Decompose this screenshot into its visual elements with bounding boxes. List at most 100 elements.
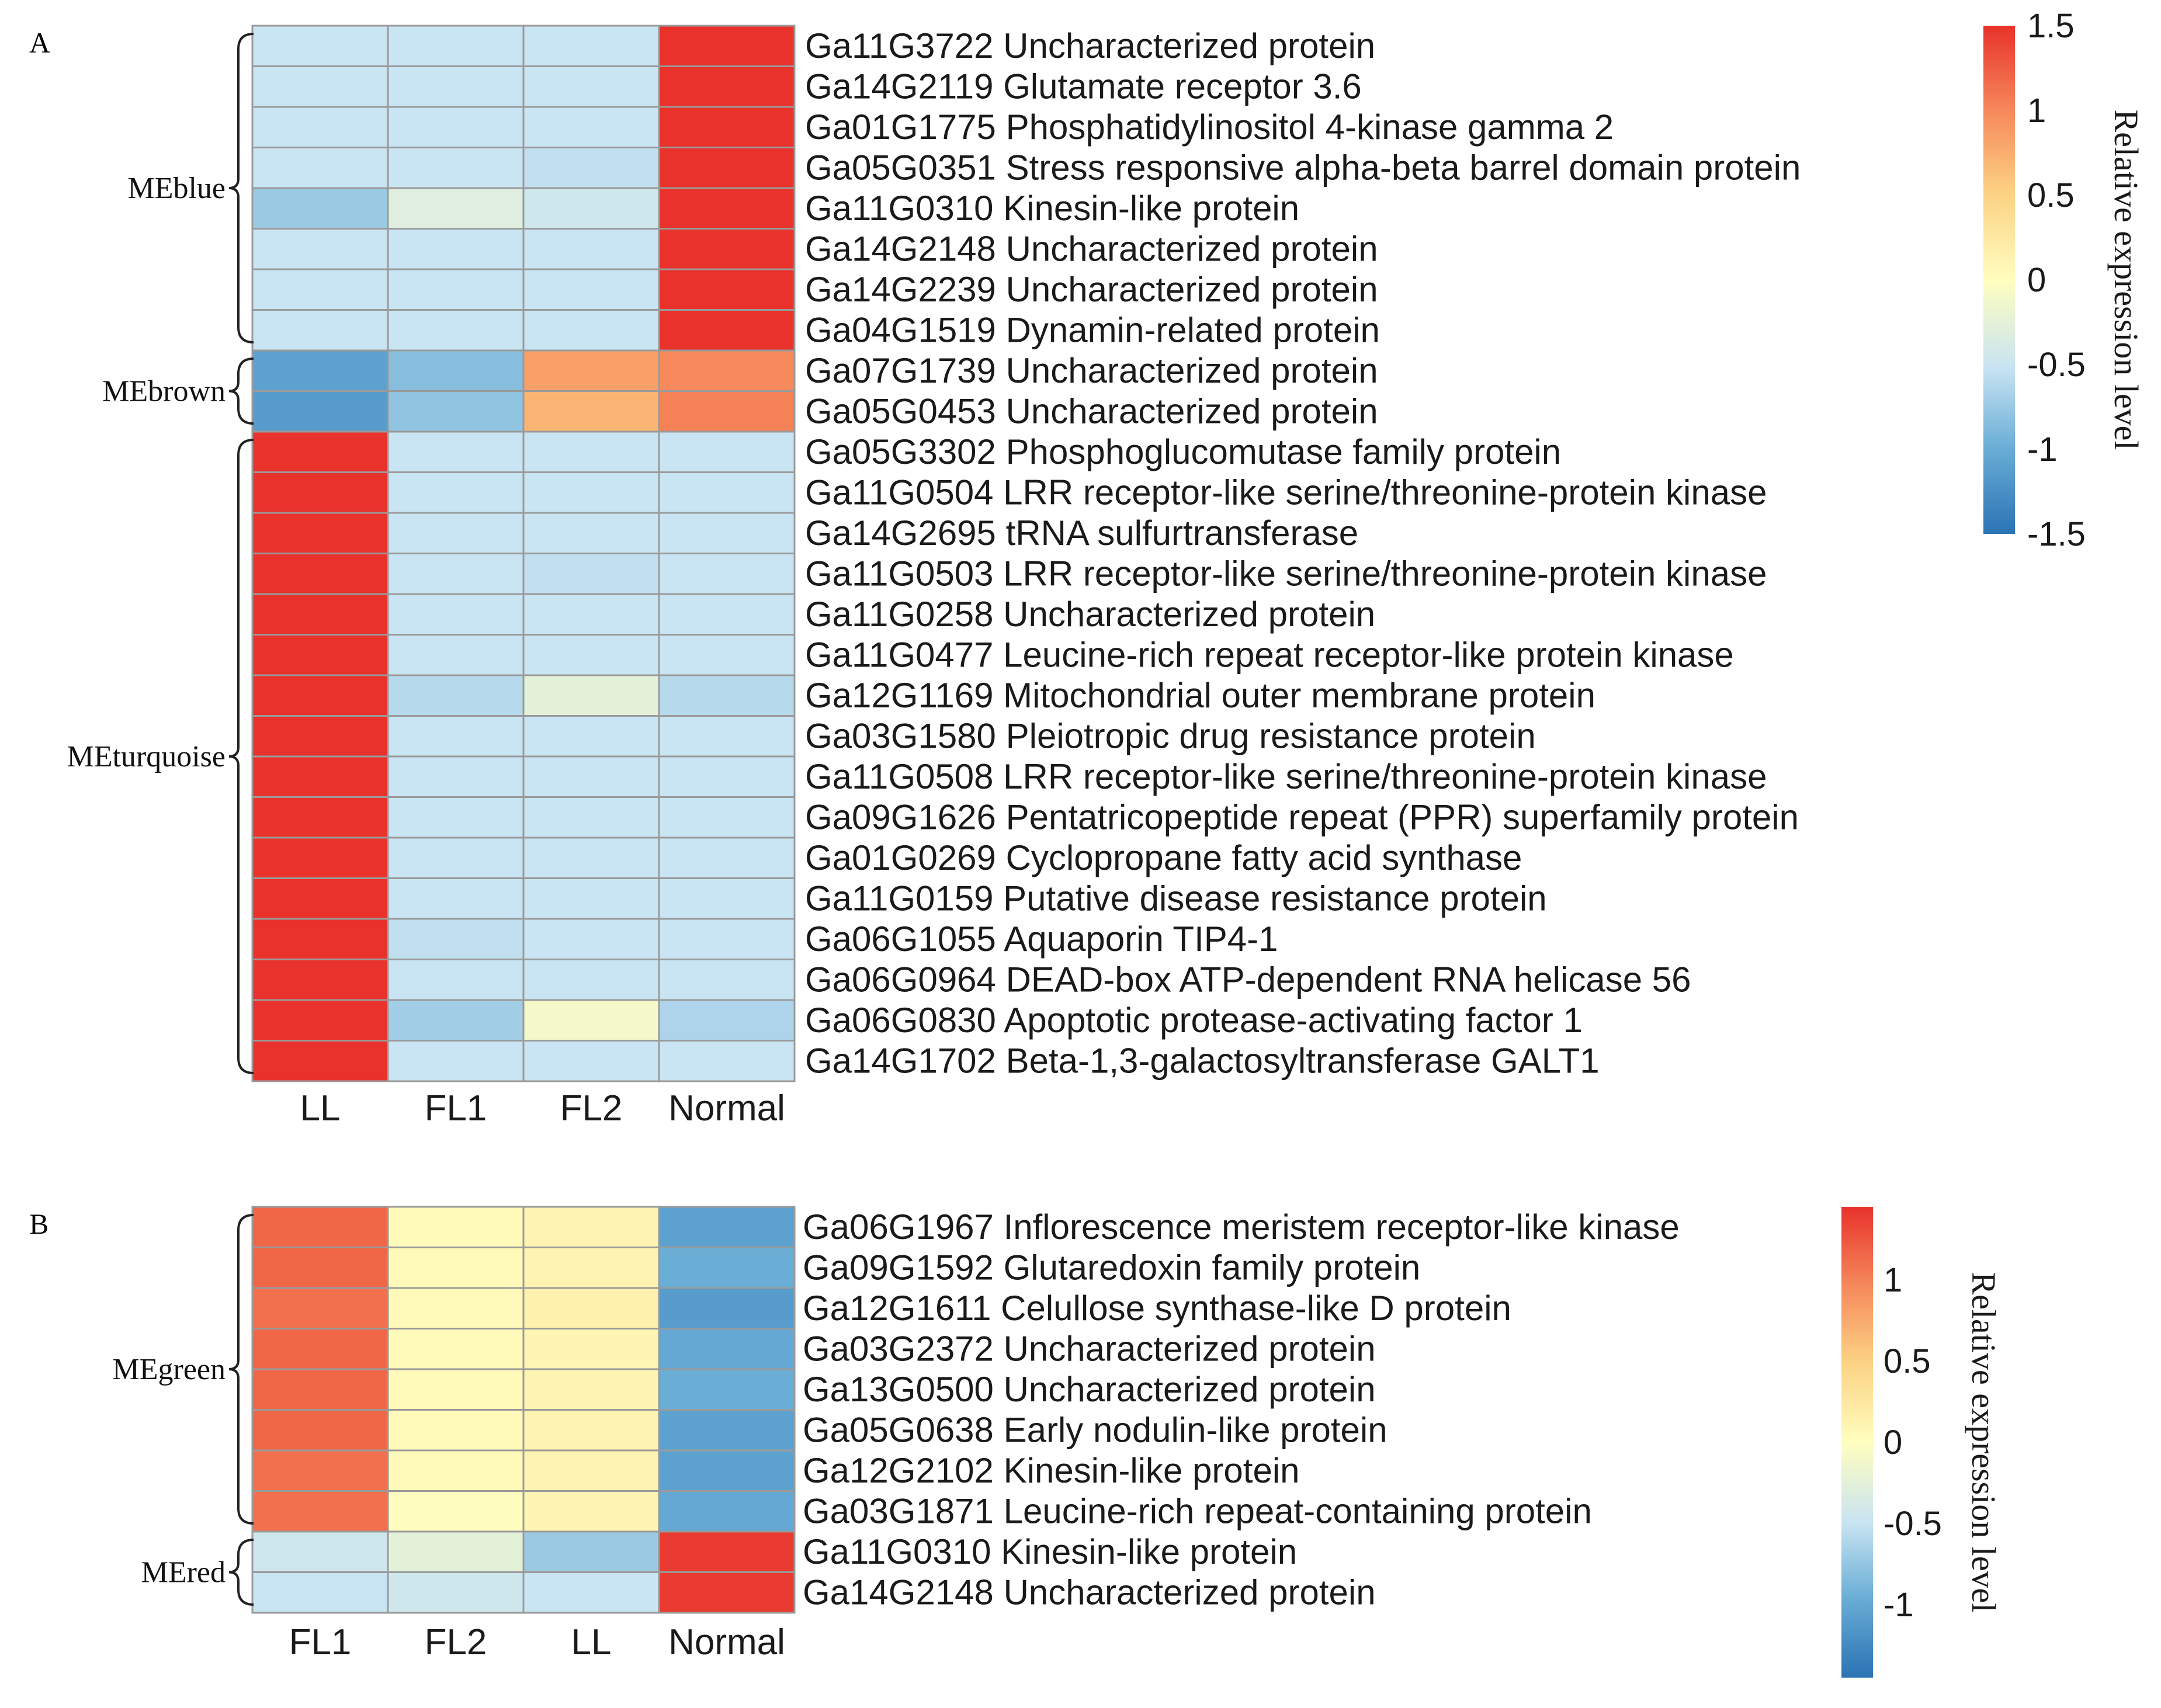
heatmap-cell: [387, 1328, 525, 1370]
heatmap-cell: [387, 431, 525, 473]
heatmap-cell: [658, 25, 796, 67]
panel-label: A: [29, 26, 50, 59]
row-label: Ga05G0351 Stress responsive alpha-beta b…: [805, 148, 1801, 187]
heatmap-cell: [522, 25, 660, 67]
heatmap-cell: [251, 918, 389, 960]
heatmap-cell: [251, 999, 389, 1042]
heatmap-cell: [658, 999, 796, 1042]
heatmap-cell: [387, 1206, 525, 1248]
heatmap-cell: [387, 959, 525, 1001]
column-label: FL2: [425, 1622, 487, 1662]
legend-tick-label: -1: [1883, 1586, 1914, 1624]
row-label: Ga05G0453 Uncharacterized protein: [805, 391, 1378, 431]
heatmap-cell: [658, 228, 796, 270]
heatmap-cell: [387, 187, 525, 230]
heatmap-cell: [522, 1530, 660, 1573]
heatmap-cell: [522, 1040, 660, 1082]
heatmap-cell: [251, 512, 389, 554]
heatmap-cell: [387, 1490, 525, 1533]
legend-colorbar: [1841, 1207, 1873, 1678]
row-label: Ga14G2148 Uncharacterized protein: [805, 229, 1378, 268]
heatmap-cell: [387, 1530, 525, 1573]
legend-tick-label: 1.5: [2027, 7, 2075, 45]
row-label: Ga01G0269 Cyclopropane fatty acid syntha…: [805, 838, 1522, 877]
heatmap-cell: [658, 674, 796, 717]
heatmap-cell: [251, 634, 389, 676]
row-label: Ga05G0638 Early nodulin-like protein: [803, 1410, 1388, 1449]
heatmap-cell: [251, 147, 389, 189]
legend-tick-label: 0.5: [2027, 176, 2075, 214]
heatmap-cell: [658, 471, 796, 514]
heatmap-cell: [251, 1368, 389, 1411]
heatmap-cell: [387, 918, 525, 960]
heatmap-cell: [251, 1328, 389, 1370]
heatmap-cell: [658, 836, 796, 879]
column-label: Normal: [668, 1622, 785, 1662]
heatmap-cell: [387, 268, 525, 311]
heatmap-cell: [658, 796, 796, 839]
heatmap-cell: [251, 187, 389, 230]
heatmap-cell: [387, 593, 525, 636]
heatmap-panel-b: B Ga06G1967 Inflorescence meristem recept…: [29, 1206, 2003, 1678]
heatmap-cell: [522, 1287, 660, 1329]
panel-label: B: [29, 1207, 48, 1240]
row-label: Ga03G1580 Pleiotropic drug resistance pr…: [805, 716, 1536, 755]
heatmap-cell: [658, 593, 796, 636]
legend-tick-label: -1: [2027, 431, 2058, 468]
heatmap-cell: [522, 187, 660, 230]
heatmap-cell: [387, 715, 525, 758]
legend-tick-label: 1: [2027, 92, 2046, 130]
column-label: FL1: [289, 1622, 352, 1662]
module-label: MEblue: [127, 172, 226, 205]
row-label: Ga14G1702 Beta-1,3-galactosyltransferase…: [805, 1041, 1600, 1080]
row-label: Ga14G2119 Glutamate receptor 3.6: [805, 67, 1362, 106]
heatmap-cell: [522, 1368, 660, 1411]
heatmap-cell: [658, 715, 796, 758]
heatmap-cell: [522, 959, 660, 1001]
row-label: Ga03G2372 Uncharacterized protein: [803, 1329, 1376, 1368]
heatmap-cell: [251, 1530, 389, 1573]
heatmap-cell: [658, 309, 796, 352]
heatmap-cell: [522, 674, 660, 717]
heatmap-cell: [251, 1490, 389, 1533]
heatmap-cell: [522, 1490, 660, 1533]
heatmap-cell: [251, 553, 389, 595]
row-label: Ga11G0477 Leucine-rich repeat receptor-l…: [805, 635, 1734, 674]
row-label: Ga11G0310 Kinesin-like protein: [805, 189, 1299, 228]
heatmap-cell: [522, 553, 660, 595]
module-bracket: [228, 1539, 254, 1606]
column-label: FL2: [560, 1088, 623, 1129]
heatmap-cell: [251, 106, 389, 148]
heatmap-cell: [387, 1247, 525, 1289]
heatmap-panel-a: A Ga11G3722 Uncharacterized proteinGa14G2…: [29, 7, 2145, 1129]
row-label: Ga12G1611 Celullose synthase-like D prot…: [803, 1289, 1511, 1328]
row-label: Ga09G1592 Glutaredoxin family protein: [803, 1248, 1420, 1287]
row-label: Ga11G0504 LRR receptor-like serine/threo…: [805, 473, 1767, 512]
heatmap-cell: [522, 634, 660, 676]
heatmap-cell: [658, 512, 796, 554]
row-label: Ga06G0830 Apoptotic protease-activating …: [805, 1001, 1583, 1040]
row-label: Ga14G2239 Uncharacterized protein: [805, 270, 1378, 309]
heatmap-cell: [251, 593, 389, 636]
heatmap-cell: [522, 1206, 660, 1248]
heatmap-cell: [387, 309, 525, 352]
legend-tick-label: 0: [1883, 1424, 1902, 1461]
module-bracket: [228, 439, 254, 1074]
heatmap-cell: [251, 755, 389, 798]
heatmap-cell: [658, 106, 796, 148]
legend-colorbar: [1983, 26, 2015, 534]
heatmap-cell: [251, 1247, 389, 1289]
heatmap-cell: [387, 999, 525, 1042]
module-label: MEred: [141, 1556, 226, 1589]
heatmap-cell: [387, 634, 525, 676]
heatmap-cell: [251, 228, 389, 270]
heatmap-cell: [387, 349, 525, 392]
row-label: Ga11G3722 Uncharacterized protein: [805, 26, 1375, 65]
heatmap-cell: [658, 65, 796, 108]
heatmap-cell: [658, 1247, 796, 1289]
heatmap-cell: [522, 309, 660, 352]
row-label: Ga04G1519 Dynamin-related protein: [805, 310, 1380, 349]
heatmap-cell: [387, 674, 525, 717]
legend-tick-label: 0: [2027, 261, 2046, 299]
heatmap-cell: [658, 1409, 796, 1452]
